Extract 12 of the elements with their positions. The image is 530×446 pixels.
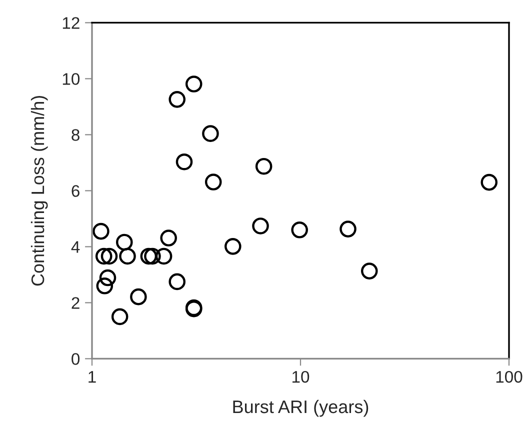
y-tick-label: 6 [72, 185, 80, 197]
x-tick-label: 1 [88, 371, 96, 383]
x-tick-label: 100 [496, 370, 522, 383]
y-axis-title: Continuing Loss (mm/h) [30, 96, 48, 286]
y-tick-label: 4 [71, 241, 80, 253]
y-tick-label: 0 [72, 353, 80, 365]
y-tick-label: 12 [62, 17, 80, 29]
x-tick-label: 10 [292, 370, 310, 383]
y-tick-label: 2 [72, 297, 80, 309]
y-tick-label: 10 [62, 73, 80, 85]
y-tick-label: 8 [72, 129, 80, 141]
x-axis-title: Burst ARI (years) [233, 400, 368, 417]
